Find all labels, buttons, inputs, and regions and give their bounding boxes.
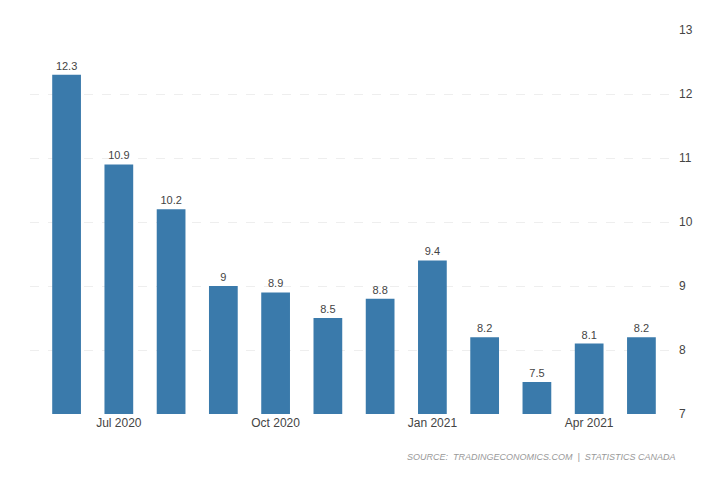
- svg-text:7.5: 7.5: [529, 367, 544, 379]
- svg-text:11: 11: [679, 151, 692, 165]
- svg-text:8.8: 8.8: [372, 284, 387, 296]
- svg-text:12.3: 12.3: [56, 60, 77, 72]
- svg-text:8: 8: [679, 343, 686, 357]
- svg-text:8.9: 8.9: [268, 277, 283, 289]
- svg-text:Oct 2020: Oct 2020: [251, 416, 300, 430]
- svg-text:9: 9: [679, 279, 686, 293]
- svg-text:8.1: 8.1: [582, 329, 597, 341]
- svg-text:SOURCE: TRADINGECONOMICS.COM: SOURCE: TRADINGECONOMICS.COM | STATISTIC…: [407, 452, 676, 462]
- svg-text:8.2: 8.2: [634, 322, 649, 334]
- svg-text:10: 10: [679, 215, 693, 229]
- svg-text:13: 13: [679, 23, 693, 37]
- svg-text:Jul 2020: Jul 2020: [96, 416, 142, 430]
- svg-text:7: 7: [679, 407, 686, 421]
- svg-text:10.2: 10.2: [160, 194, 181, 206]
- svg-text:9: 9: [220, 271, 226, 283]
- svg-text:Apr 2021: Apr 2021: [565, 416, 614, 430]
- svg-text:12: 12: [679, 87, 693, 101]
- svg-text:8.2: 8.2: [477, 322, 492, 334]
- svg-text:10.9: 10.9: [108, 149, 129, 161]
- svg-text:9.4: 9.4: [425, 245, 440, 257]
- svg-text:Jan 2021: Jan 2021: [408, 416, 458, 430]
- svg-text:8.5: 8.5: [320, 303, 335, 315]
